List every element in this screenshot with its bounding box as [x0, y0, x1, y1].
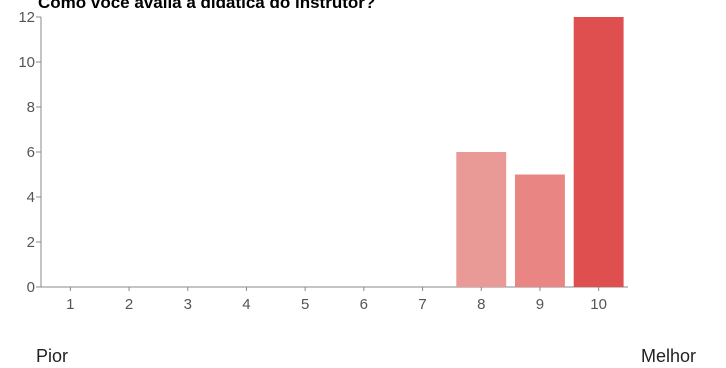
x-tick-label: 8 [477, 296, 485, 313]
scale-label-best: Melhor [641, 346, 697, 366]
scale-label-worst: Pior [36, 346, 69, 366]
y-tick-label: 8 [27, 99, 35, 116]
bar [573, 17, 624, 287]
y-axis: 0 2 4 6 8 10 12 [18, 9, 42, 296]
bar [515, 174, 565, 287]
y-tick-label: 6 [27, 144, 35, 161]
y-tick-label: 0 [27, 279, 35, 296]
x-tick-label: 1 [66, 296, 74, 313]
bars [456, 17, 624, 287]
y-tick-label: 2 [27, 234, 35, 251]
x-axis: 1 2 3 4 5 6 7 8 9 10 [41, 286, 628, 313]
x-tick-label: 4 [242, 296, 250, 313]
x-tick-label: 3 [184, 296, 192, 313]
y-tick-label: 12 [18, 9, 35, 26]
y-tick-label: 10 [18, 54, 35, 71]
bar [456, 152, 507, 287]
x-tick-label: 5 [301, 296, 309, 313]
x-tick-label: 2 [125, 296, 133, 313]
x-tick-label: 9 [536, 296, 544, 313]
x-tick-label: 6 [360, 296, 368, 313]
chart-title: Como você avalia a didática do instrutor… [38, 0, 376, 12]
x-tick-label: 7 [418, 296, 426, 313]
x-tick-label: 10 [590, 296, 607, 313]
y-tick-label: 4 [27, 189, 35, 206]
